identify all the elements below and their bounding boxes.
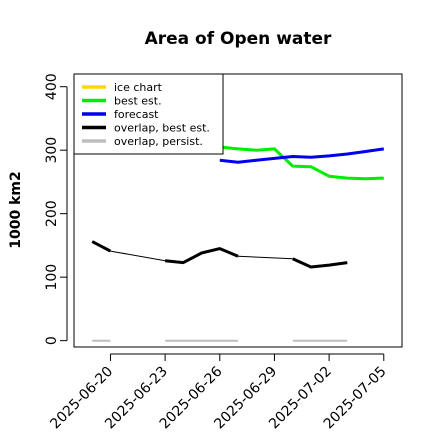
series-line-overlap-best-est-seg-4 bbox=[237, 255, 293, 260]
legend-label-forecast: forecast bbox=[114, 108, 159, 121]
x-axis: 2025-06-202025-06-232025-06-262025-06-29… bbox=[47, 353, 390, 432]
series-line-overlap-best-est-seg-1 bbox=[91, 240, 112, 253]
chart-title: Area of Open water bbox=[145, 29, 332, 49]
y-tick-label: 300 bbox=[44, 137, 60, 164]
y-axis-label: 1000 km2 bbox=[8, 171, 24, 248]
y-tick-label: 200 bbox=[44, 200, 60, 227]
legend-label-ice-chart: ice chart bbox=[114, 81, 163, 94]
legend-label-overlap-best-est: overlap, best est. bbox=[114, 122, 210, 135]
y-tick-label: 100 bbox=[44, 264, 60, 291]
series-line-overlap-best-est-seg-5 bbox=[292, 257, 348, 269]
series-line-forecast bbox=[219, 147, 385, 164]
y-tick-label: 400 bbox=[44, 73, 60, 100]
series-line-overlap-best-est-seg-3 bbox=[164, 247, 239, 265]
plot-frame bbox=[73, 73, 403, 348]
series-line-best-est bbox=[219, 145, 384, 181]
series-line-overlap-best-est-seg-2 bbox=[110, 250, 166, 262]
legend-label-overlap-persist: overlap, persist. bbox=[114, 135, 203, 148]
y-axis: 0 100 200 300 400 bbox=[44, 73, 68, 345]
plot-lines bbox=[91, 145, 385, 342]
legend-label-best-est: best est. bbox=[114, 95, 162, 108]
y-tick-label: 0 bbox=[44, 336, 60, 345]
